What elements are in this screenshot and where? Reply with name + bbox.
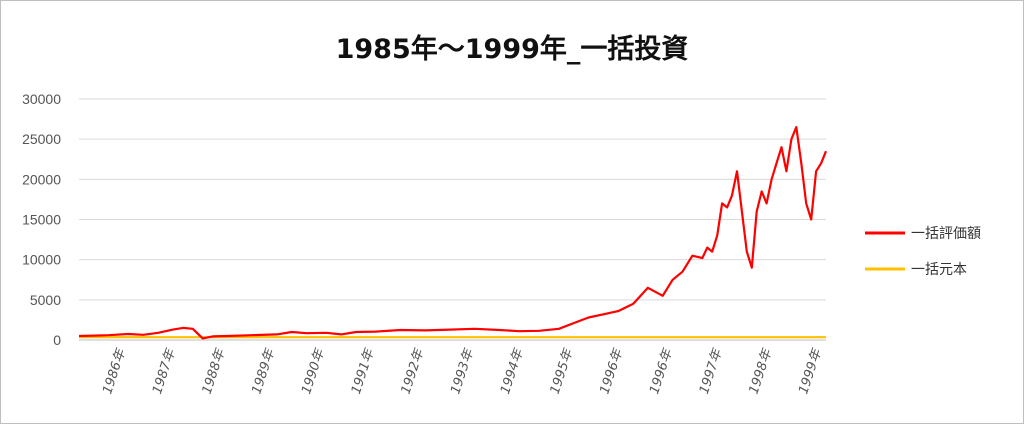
y-axis-ticks: 0 5000 10000 15000 20000 25000 30000: [22, 91, 61, 348]
y-tick-label: 30000: [22, 91, 61, 107]
x-tick-label: 1987年: [150, 346, 179, 396]
x-tick-label: 1996年: [647, 346, 676, 396]
x-tick-label: 1992年: [399, 346, 428, 396]
x-tick-label: 1988年: [200, 346, 229, 396]
series-line-valuation: [78, 125, 828, 340]
x-tick-label: 1993年: [448, 346, 477, 396]
x-tick-label: 1989年: [249, 346, 278, 396]
legend-label: 一括評価額: [911, 226, 981, 242]
x-tick-label: 1990年: [299, 346, 328, 396]
x-axis-ticks: 1986年 1987年 1988年 1989年 1990年 1991年 1992年 1993年…: [100, 346, 825, 396]
y-tick-label: 10000: [22, 252, 61, 268]
y-tick-label: 25000: [22, 131, 61, 147]
x-tick-label: 1994年: [498, 346, 527, 396]
x-tick-label: 1998年: [747, 346, 776, 396]
x-tick-label: 1986年: [100, 346, 129, 396]
series-lines: [78, 125, 828, 340]
x-tick-label: 1995年: [548, 346, 577, 396]
x-tick-label: 1996年: [597, 346, 626, 396]
x-tick-label: 1997年: [697, 346, 726, 396]
x-tick-label: 1999年: [796, 346, 825, 396]
chart-title: 1985年～1999年_一括投資: [335, 34, 689, 65]
y-tick-label: 20000: [22, 171, 61, 187]
x-tick-label: 1991年: [349, 346, 378, 396]
y-tick-label: 5000: [30, 292, 61, 308]
y-tick-label: 15000: [22, 212, 61, 228]
legend-label: 一括元本: [911, 262, 967, 278]
grid-lines: [79, 98, 826, 341]
y-tick-label: 0: [53, 332, 61, 348]
